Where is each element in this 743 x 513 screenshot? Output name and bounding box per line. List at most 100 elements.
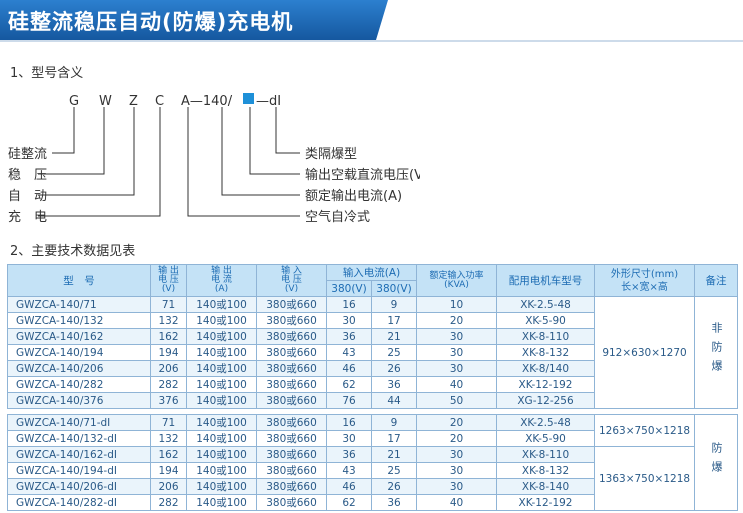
data-cell: XK-12-192	[496, 494, 596, 511]
data-cell: 206	[150, 478, 187, 495]
header-cell: 输 出电 流 (A)	[186, 264, 257, 297]
model-cell: GWZCA-140/194	[7, 344, 151, 361]
model-cell: GWZCA-140/376	[7, 392, 151, 409]
data-cell: 9	[370, 414, 418, 431]
header-line: 输 出	[158, 266, 179, 276]
data-cell: 140或100	[186, 462, 257, 479]
data-cell: 380或660	[256, 430, 327, 447]
data-cell: XK-12-192	[496, 376, 596, 393]
data-cell: 140或100	[186, 360, 257, 377]
data-cell: 36	[326, 446, 372, 463]
data-row: GWZCA-140/132 132 140或100 380或660 30 17 20 XK-5…	[7, 312, 738, 329]
right-label: 类隔爆型	[305, 147, 357, 162]
data-cell: XK-8/140	[496, 360, 596, 377]
data-cell: 16	[326, 414, 372, 431]
header-line: (A)	[214, 284, 229, 294]
header-line: 额定输入功率	[429, 270, 484, 281]
data-cell: XK-8-140	[496, 478, 596, 495]
title: 硅整流稳压自动(防爆)充电机	[8, 10, 294, 34]
model-code: C	[155, 94, 164, 109]
header-cell: 输 出电 压 (V)	[150, 264, 187, 297]
data-cell: 282	[150, 494, 187, 511]
data-cell: 36	[326, 328, 372, 345]
data-cell: 380或660	[256, 344, 327, 361]
size-cell: 1363×750×1218	[594, 446, 696, 511]
model-code: A—140/	[181, 94, 233, 109]
data-cell: 140或100	[186, 414, 257, 431]
data-cell: 380或660	[256, 296, 327, 313]
data-cell: 46	[326, 360, 372, 377]
data-cell: 140或100	[186, 478, 257, 495]
spec-table: 型 号输 出电 压 (V) 输 出电 流 (A) 输 入电 压 (V) 输入电流(A) 额定输…	[7, 264, 739, 511]
data-cell: 140或100	[186, 296, 257, 313]
remark: 非防爆	[710, 322, 724, 379]
data-row: GWZCA-140/194-dI 194 140或100 380或660 43 25 30 X…	[7, 462, 738, 479]
data-cell: XK-8-110	[496, 328, 596, 345]
data-row: GWZCA-140/71 71 140或100 380或660 16 9 10 XK-2.5-…	[7, 296, 739, 409]
data-cell: 21	[370, 446, 418, 463]
data-cell: 43	[326, 344, 372, 361]
remark-cell: 防爆	[694, 414, 739, 511]
data-cell: 132	[150, 312, 187, 329]
data-cell: 380或660	[256, 312, 327, 329]
data-cell: 50	[416, 392, 498, 409]
header-line: 电 流	[211, 275, 232, 285]
right-label: 输出空载直流电压(V)	[305, 167, 420, 183]
model-cell: GWZCA-140/71	[7, 296, 151, 313]
data-cell: 44	[370, 392, 418, 409]
data-cell: 140或100	[186, 344, 257, 361]
data-cell: 380或660	[256, 360, 327, 377]
data-cell: XK-8-132	[496, 462, 596, 479]
data-cell: 194	[150, 344, 187, 361]
data-cell: 21	[370, 328, 418, 345]
data-cell: 20	[416, 312, 498, 329]
data-cell: XK-8-110	[496, 446, 596, 463]
left-label: 硅整流	[8, 147, 47, 162]
data-cell: 140或100	[186, 376, 257, 393]
data-cell: XK-5-90	[496, 312, 596, 329]
header-cell: 备注	[694, 264, 739, 297]
data-cell: 30	[416, 328, 498, 345]
remark-cell: 非防爆	[694, 296, 739, 409]
header-line: (V)	[284, 284, 299, 294]
data-cell: 16	[326, 296, 372, 313]
data-cell: 376	[150, 392, 187, 409]
data-cell: 30	[326, 430, 372, 447]
data-cell: XK-5-90	[496, 430, 596, 447]
data-cell: 26	[370, 360, 418, 377]
right-label: 额定输出电流(A)	[305, 188, 402, 204]
data-row: GWZCA-140/206-dI 206 140或100 380或660 46 26 30 X…	[7, 478, 738, 495]
model-cell: GWZCA-140/132	[7, 312, 151, 329]
data-cell: 380或660	[256, 446, 327, 463]
header-line: 电 压	[158, 275, 179, 285]
data-cell: 25	[370, 462, 418, 479]
data-row: GWZCA-140/194 194 140或100 380或660 43 25 30 XK-8…	[7, 344, 738, 361]
data-cell: 17	[370, 312, 418, 329]
header-cell: 额定输入功率 (KVA)	[416, 264, 498, 297]
data-cell: 30	[326, 312, 372, 329]
data-cell: 46	[326, 478, 372, 495]
header-line: (KVA)	[444, 279, 469, 290]
header-cell: 380(V)	[370, 280, 418, 297]
data-cell: 10	[416, 296, 498, 313]
data-cell: 43	[326, 462, 372, 479]
model-cell: GWZCA-140/162	[7, 328, 151, 345]
data-cell: 380或660	[256, 414, 327, 431]
data-cell: 36	[370, 494, 418, 511]
data-cell: 380或660	[256, 478, 327, 495]
model-cell: GWZCA-140/206-dI	[7, 478, 151, 495]
data-cell: 30	[416, 344, 498, 361]
data-cell: 380或660	[256, 494, 327, 511]
data-cell: 380或660	[256, 392, 327, 409]
data-cell: XK-2.5-48	[496, 414, 596, 431]
header-line: 输 出	[211, 266, 232, 276]
data-row: GWZCA-140/132-dI 132 140或100 380或660 30 17 20 X…	[7, 430, 738, 447]
data-cell: 194	[150, 462, 187, 479]
data-cell: 140或100	[186, 430, 257, 447]
header-cell: 配用电机车型号	[496, 264, 596, 297]
model-code: W	[99, 94, 112, 109]
model-code: G	[69, 94, 79, 109]
header-cell: 输入电流(A)	[325, 264, 418, 281]
data-cell: 62	[326, 494, 372, 511]
header-line: 外形尺寸(mm)	[610, 268, 679, 280]
